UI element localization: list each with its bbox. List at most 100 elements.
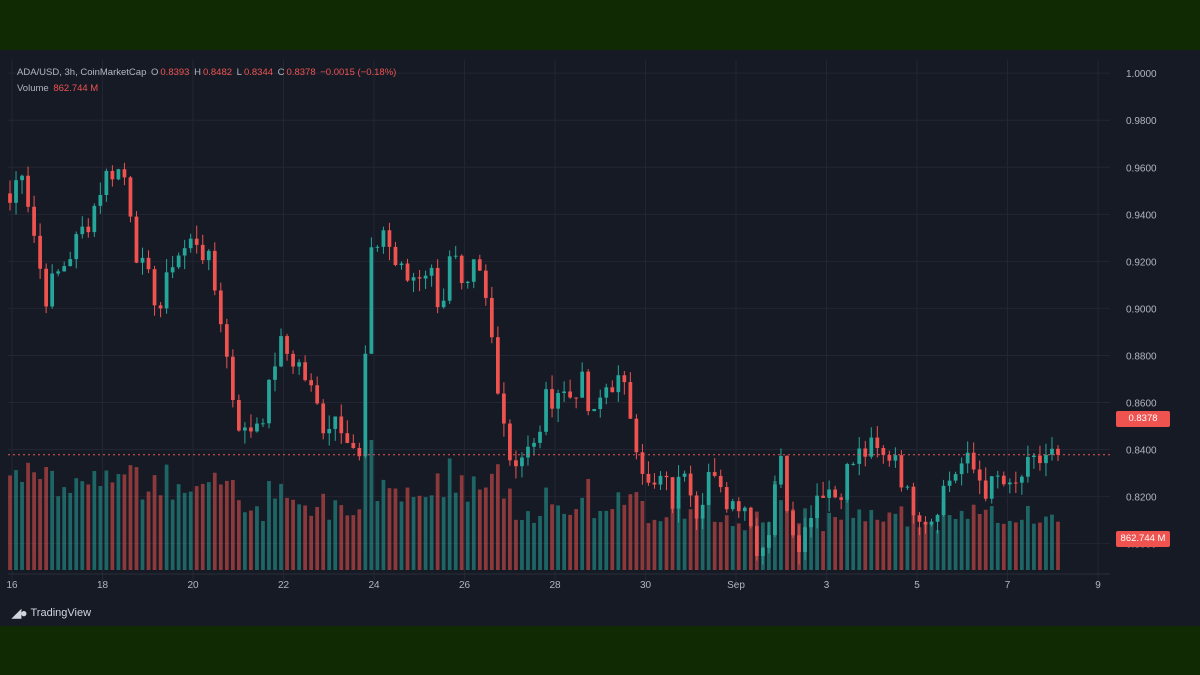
candle-body [495,337,500,394]
time-tick-label: 18 [97,580,109,591]
volume-bar [995,522,1000,570]
price-tick-label: 0.9400 [1126,210,1157,221]
volume-bar [983,509,988,570]
volume-bar [218,484,223,570]
volume-bar [237,500,241,570]
candle-body [1007,482,1012,485]
symbol-label[interactable]: ADA/USD, 3h, CoinMarketCap [17,67,147,78]
volume-bar [56,496,61,570]
time-tick-label: 16 [6,580,18,591]
volume-label[interactable]: Volume [17,83,49,94]
volume-bar [989,506,994,570]
candle-body [616,375,621,393]
candle-body [212,250,217,291]
open-value: 0.8393 [160,67,190,78]
candle-body [532,442,536,447]
candle-body [869,437,874,457]
volume-bar [357,509,362,570]
candle-body [983,480,988,499]
candle-body [14,180,18,203]
candle-body [465,281,470,284]
candle-body [821,495,825,498]
candle-body [953,474,958,481]
candle-body [303,362,307,381]
candle-body [574,397,579,399]
candle-body [92,205,97,233]
volume-bar [477,489,482,570]
volume-bar [839,519,844,570]
candle-body [134,216,139,263]
volume-bars [8,440,1060,570]
candle-body [1032,455,1036,457]
volume-bar [526,511,530,570]
candle-body [194,238,199,245]
candle-body [748,507,753,527]
volume-bar [706,494,711,570]
time-tick-label: 3 [824,580,830,591]
price-tick-label: 0.8600 [1126,399,1157,410]
candle-body [508,423,512,461]
candle-body [471,259,476,282]
tradingview-brand[interactable]: ◢● TradingView [12,606,91,620]
candle-body [562,391,566,394]
candle-body [514,460,518,467]
volume-bar [333,500,338,570]
volume-bar [652,519,657,570]
volume-bar [941,502,946,570]
candle-body [550,389,554,409]
volume-bar [20,481,24,570]
volume-bar [977,514,982,570]
volume-bar [110,482,115,570]
candle-body [50,273,55,307]
candle-body [339,416,344,434]
candle-body [929,521,934,525]
candle-body [809,518,813,528]
candle-body [459,255,464,284]
volume-bar [724,515,729,570]
volume-bar [550,504,554,570]
candle-body [718,475,723,488]
candle-body [8,193,12,203]
high-value: 0.8482 [202,67,233,78]
volume-bar [640,500,645,570]
candle-body [176,255,181,268]
volume-bar [833,517,838,570]
volume-bar [580,497,585,570]
candle-body [1038,455,1042,464]
volume-bar [520,519,524,570]
volume-bar [441,497,446,570]
last-price-tag: 0.8378 [1116,411,1170,427]
candle-body [230,356,235,400]
candle-body [399,263,404,266]
candlestick-chart[interactable]: 1.0000 0.9800 0.9600 0.9400 0.9200 0.9000 0.88… [0,50,1200,626]
time-tick-label: 9 [1095,580,1101,591]
candle-body [682,473,687,477]
candle-body [851,463,856,465]
volume-bar [399,501,404,570]
volume-bar [44,467,49,570]
volume-bar [508,488,512,570]
candle-body [1026,456,1030,477]
price-tick-label: 0.8200 [1126,493,1157,504]
volume-bar [1019,519,1024,570]
candle-body [923,521,928,525]
candle-body [911,486,916,516]
candle-body [441,300,446,308]
volume-bar [261,521,265,570]
volume-bar [128,465,133,570]
candle-body [393,246,398,266]
candle-body [152,269,157,306]
volume-bar [182,492,187,570]
volume-bar [827,512,831,570]
candle-body [44,268,49,307]
ohlc-legend: ADA/USD, 3h, CoinMarketCap O 0.8393 H 0.84… [17,67,398,78]
candle-body [797,535,801,553]
candle-body [676,476,681,509]
candle-body [387,230,392,247]
volume-bar [243,512,247,570]
candle-body [694,495,699,519]
candle-body [158,305,163,309]
tradingview-logo-icon: ◢● [12,606,28,620]
close-label: C [277,67,285,78]
candle-body [803,527,807,553]
